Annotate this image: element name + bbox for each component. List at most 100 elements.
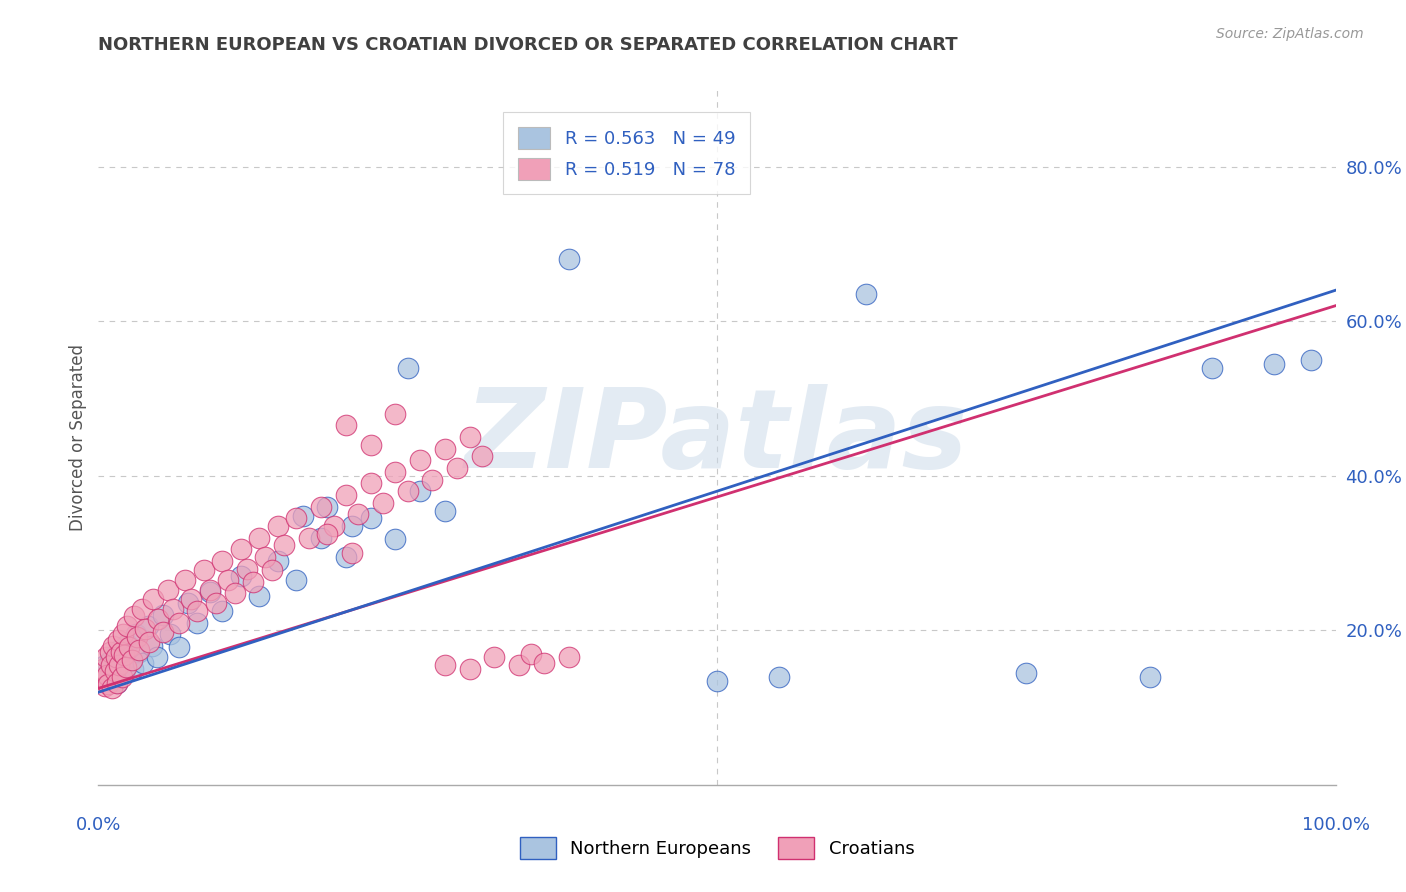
Point xyxy=(267,554,290,568)
Text: 0.0%: 0.0% xyxy=(76,816,121,834)
Point xyxy=(1201,360,1223,375)
Point xyxy=(94,650,117,665)
Point xyxy=(347,508,370,522)
Point xyxy=(96,668,118,682)
Point xyxy=(273,538,295,552)
Point xyxy=(1299,352,1322,367)
Point xyxy=(162,601,184,615)
Point xyxy=(1263,357,1285,371)
Text: NORTHERN EUROPEAN VS CROATIAN DIVORCED OR SEPARATED CORRELATION CHART: NORTHERN EUROPEAN VS CROATIAN DIVORCED O… xyxy=(98,36,957,54)
Point xyxy=(384,465,406,479)
Point xyxy=(105,676,128,690)
Point xyxy=(98,645,121,659)
Point xyxy=(115,619,138,633)
Point xyxy=(768,670,790,684)
Point xyxy=(316,526,339,541)
Point xyxy=(167,640,190,655)
Point xyxy=(409,484,432,499)
Point xyxy=(103,639,125,653)
Point xyxy=(131,601,153,615)
Point xyxy=(396,360,419,375)
Point xyxy=(298,531,321,545)
Point xyxy=(118,650,141,665)
Point xyxy=(136,619,159,633)
Point xyxy=(855,287,877,301)
Point xyxy=(217,573,239,587)
Point xyxy=(93,658,115,673)
Point xyxy=(128,642,150,657)
Point xyxy=(254,549,277,564)
Point xyxy=(167,615,190,630)
Point xyxy=(141,639,163,653)
Point xyxy=(198,583,221,598)
Point xyxy=(118,640,141,655)
Point xyxy=(146,612,169,626)
Point xyxy=(384,407,406,421)
Point xyxy=(229,569,252,583)
Point xyxy=(198,584,221,599)
Point xyxy=(205,596,228,610)
Point xyxy=(101,664,124,678)
Point xyxy=(124,627,146,641)
Point xyxy=(98,654,121,668)
Point xyxy=(112,665,135,680)
Point xyxy=(360,438,382,452)
Point xyxy=(224,586,246,600)
Point xyxy=(360,476,382,491)
Legend: R = 0.563   N = 49, R = 0.519   N = 78: R = 0.563 N = 49, R = 0.519 N = 78 xyxy=(503,112,749,194)
Point xyxy=(422,473,444,487)
Point xyxy=(180,592,202,607)
Point xyxy=(260,563,283,577)
Point xyxy=(1139,670,1161,684)
Point xyxy=(108,642,131,657)
Point xyxy=(110,645,132,659)
Point xyxy=(335,488,357,502)
Point xyxy=(111,670,134,684)
Point xyxy=(520,647,543,661)
Point xyxy=(484,650,506,665)
Point xyxy=(309,500,332,514)
Point xyxy=(96,673,118,688)
Point xyxy=(316,500,339,514)
Point xyxy=(107,632,129,647)
Point xyxy=(121,653,143,667)
Point xyxy=(142,592,165,607)
Point xyxy=(247,589,270,603)
Point xyxy=(156,583,179,598)
Point xyxy=(104,650,127,665)
Point xyxy=(340,546,363,560)
Point xyxy=(134,622,156,636)
Point xyxy=(433,503,456,517)
Point xyxy=(267,519,290,533)
Point xyxy=(159,627,181,641)
Point xyxy=(229,542,252,557)
Point xyxy=(90,673,112,688)
Point xyxy=(152,624,174,639)
Point xyxy=(242,575,264,590)
Point xyxy=(706,673,728,688)
Point xyxy=(360,511,382,525)
Point xyxy=(533,656,555,670)
Point xyxy=(458,662,481,676)
Point xyxy=(124,609,146,624)
Point xyxy=(335,549,357,564)
Point xyxy=(152,607,174,622)
Point xyxy=(340,519,363,533)
Point xyxy=(97,677,120,691)
Point xyxy=(446,461,468,475)
Point xyxy=(138,635,160,649)
Point xyxy=(1015,665,1038,680)
Point xyxy=(112,627,135,641)
Point xyxy=(309,531,332,545)
Point xyxy=(103,648,125,662)
Point xyxy=(247,531,270,545)
Point xyxy=(433,442,456,456)
Point xyxy=(114,660,136,674)
Point xyxy=(174,573,197,587)
Point xyxy=(111,656,134,670)
Point xyxy=(112,648,135,662)
Point xyxy=(122,662,145,676)
Text: Source: ZipAtlas.com: Source: ZipAtlas.com xyxy=(1216,27,1364,41)
Point xyxy=(93,662,115,676)
Point xyxy=(132,656,155,670)
